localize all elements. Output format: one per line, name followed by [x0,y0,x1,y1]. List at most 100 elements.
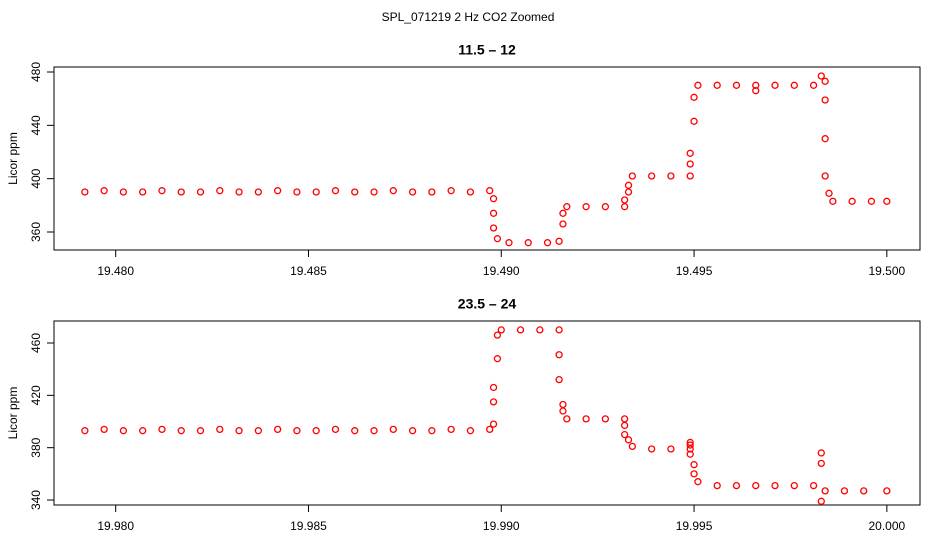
data-point [883,487,891,495]
data-point [628,442,637,451]
data-point [821,172,829,180]
data-point [235,427,243,435]
data-point [555,237,563,245]
data-point [516,326,525,334]
data-point [196,427,205,435]
data-point [647,172,656,180]
data-point [559,400,567,409]
data-point [389,425,397,434]
data-point [690,117,698,125]
data-point [489,224,498,232]
data-point [621,196,629,204]
data-point [100,425,108,434]
data-point [601,415,610,423]
data-point [867,197,876,205]
data-point [821,135,829,143]
data-point [809,481,818,490]
data-point [624,181,633,189]
data-point [408,427,417,435]
data-point [273,187,282,195]
data-point [139,427,147,435]
data-point [489,209,498,217]
data-point [81,427,89,435]
data-point [624,436,633,444]
data-point [752,81,760,89]
data-point [119,427,128,435]
data-point [177,427,185,435]
data-point [331,425,340,434]
data-point [312,188,320,196]
data-point [713,481,721,490]
data-point [829,197,837,205]
data-point [790,481,798,490]
data-point [293,188,301,196]
y-tick-label: 440 [29,115,43,135]
data-point [273,425,282,434]
y-tick-label: 420 [29,385,43,405]
plot-frame [53,320,921,506]
data-point [158,187,166,195]
data-point [817,459,825,468]
panel-title: 11.5 – 12 [458,42,516,58]
data-point [559,220,567,228]
data-point [408,188,417,196]
data-point [690,93,698,101]
data-point [489,420,498,428]
x-tick-label: 19.980 [97,519,134,533]
data-point [821,77,829,85]
data-point [486,187,494,195]
plot-frame [53,66,921,251]
x-tick-label: 19.500 [868,264,905,278]
data-point [667,445,675,453]
y-tick-label: 340 [29,490,43,510]
data-point [505,239,513,247]
data-point [690,461,698,469]
data-point [667,172,675,180]
data-point [771,481,779,490]
data-point [582,203,590,211]
data-point [694,81,702,89]
data-point [543,239,552,247]
data-point [524,239,532,247]
data-point [821,487,829,495]
x-tick-label: 19.480 [97,264,134,278]
data-point [196,188,205,196]
data-point [628,172,637,180]
data-point [497,326,505,334]
data-point [312,427,320,435]
data-point [100,187,108,195]
data-point [690,470,698,478]
y-tick-label: 400 [29,168,43,188]
y-tick-label: 360 [29,222,43,242]
data-point [752,87,760,95]
data-point [293,427,301,435]
figure-title: SPL_071219 2 Hz CO2 Zoomed [382,10,555,24]
data-point [790,81,798,89]
data-point [351,427,359,435]
data-point [582,415,590,423]
data-point [601,203,610,211]
data-point [254,188,263,196]
data-point [428,188,436,196]
data-point [559,209,567,217]
x-tick-label: 19.490 [483,264,520,278]
data-point [624,188,633,196]
data-point [732,481,741,490]
data-point [883,197,891,205]
data-point [621,203,629,211]
data-point [821,96,829,104]
data-point [331,187,340,195]
data-point [81,188,89,196]
data-point [428,427,436,435]
data-point [489,195,498,203]
data-point [771,81,779,89]
data-point [493,355,502,363]
data-point [647,445,656,453]
data-point [559,407,567,415]
data-point [840,487,849,495]
data-point [536,326,544,334]
data-point [370,427,378,435]
data-point [447,187,455,195]
data-point [686,441,694,449]
